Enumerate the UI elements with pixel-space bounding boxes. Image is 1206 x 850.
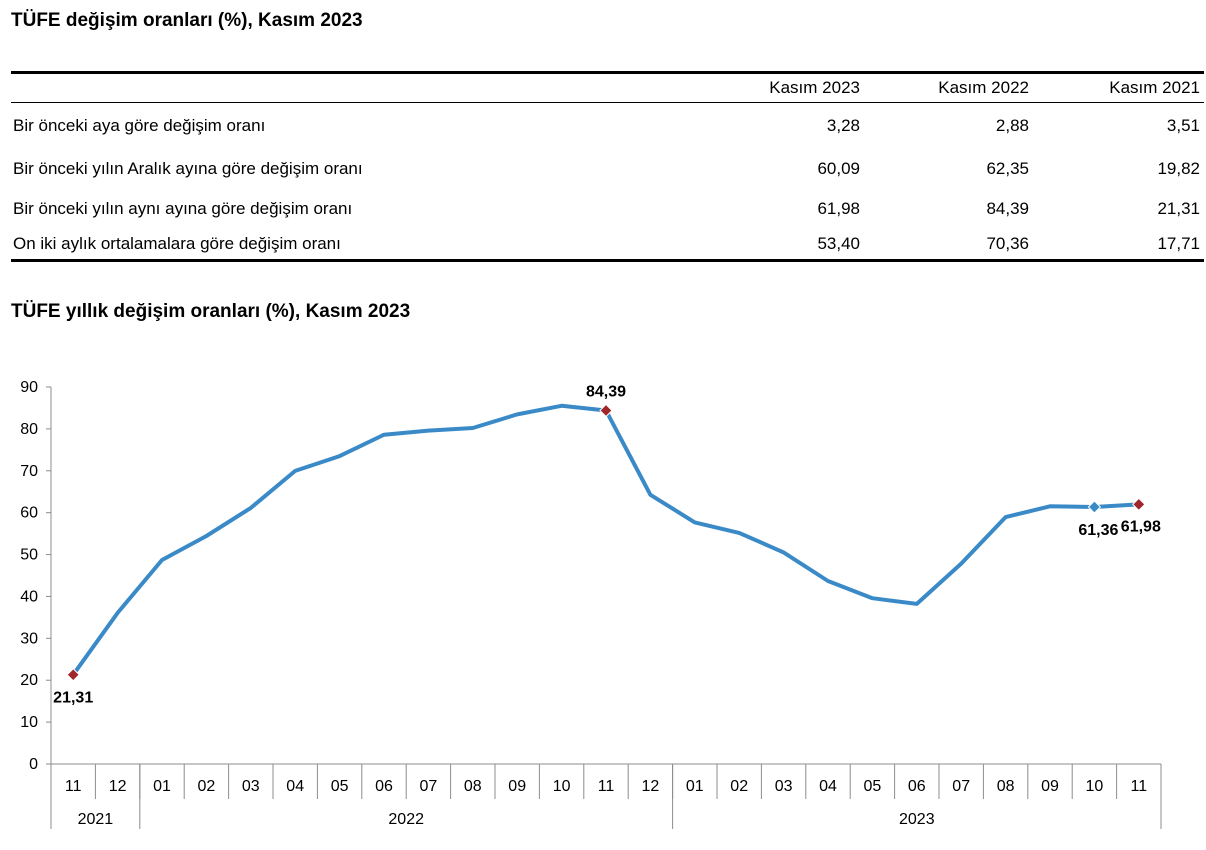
data-label: 61,36 [1078, 522, 1118, 539]
x-tick-label: 10 [1086, 778, 1104, 795]
row-label: Bir önceki yılın aynı ayına göre değişim… [13, 198, 353, 218]
x-tick-label: 07 [420, 778, 438, 795]
x-tick-label: 01 [686, 778, 704, 795]
x-tick-label: 08 [997, 778, 1015, 795]
row-label: Bir önceki aya göre değişim oranı [13, 115, 266, 135]
y-tick-label: 30 [20, 630, 38, 647]
data-point-marker [1087, 500, 1102, 514]
cell-value: 61,98 [817, 198, 860, 218]
annotation-layer: 21,31 84,39 61,36 61,98 [53, 383, 1161, 706]
table-row: Bir önceki yılın Aralık ayına göre değiş… [11, 149, 1204, 189]
x-tick-label: 01 [153, 778, 171, 795]
header-kasim-2022: Kasım 2022 [938, 78, 1029, 97]
x-tick-label: 12 [109, 778, 127, 795]
row-label: On iki aylık ortalamalara göre değişim o… [13, 233, 341, 253]
x-tick-label: 09 [1041, 778, 1059, 795]
y-tick-label: 0 [29, 756, 38, 773]
x-tick-label: 11 [598, 778, 615, 795]
x-tick-label: 05 [331, 778, 349, 795]
data-point-marker [66, 668, 80, 682]
data-point-marker [599, 403, 613, 418]
data-label: 61,98 [1121, 518, 1161, 535]
x-tick-label: 03 [242, 778, 260, 795]
row-label: Bir önceki yılın Aralık ayına göre değiş… [13, 158, 363, 178]
table-header-row: Kasım 2023 Kasım 2022 Kasım 2021 [11, 73, 1204, 103]
y-tick-label: 40 [20, 588, 38, 605]
x-year-label: 2022 [388, 811, 424, 828]
table-row: Bir önceki yılın aynı ayına göre değişim… [11, 189, 1204, 229]
y-tick-label: 60 [20, 505, 38, 522]
x-tick-label: 06 [375, 778, 393, 795]
data-point-marker [1132, 497, 1146, 512]
cell-value: 53,40 [817, 233, 860, 253]
cell-value: 3,51 [1166, 115, 1200, 135]
data-label: 21,31 [53, 690, 93, 707]
data-label: 84,39 [586, 383, 626, 400]
header-empty [11, 73, 666, 103]
cell-value: 84,39 [986, 198, 1029, 218]
cell-value: 62,35 [986, 158, 1029, 178]
cell-value: 2,88 [995, 115, 1029, 135]
y-tick-label: 70 [20, 463, 38, 480]
table-row: Bir önceki aya göre değişim oranı 3,28 2… [11, 103, 1204, 149]
x-year-label: 2021 [78, 811, 114, 828]
cell-value: 70,36 [986, 233, 1029, 253]
x-tick-label: 09 [508, 778, 526, 795]
cpi-change-table: Kasım 2023 Kasım 2022 Kasım 2021 Bir önc… [11, 71, 1204, 262]
x-tick-label: 08 [464, 778, 482, 795]
series-line [71, 403, 1141, 677]
x-tick-label: 07 [952, 778, 970, 795]
y-axis: 0 10 20 30 40 50 60 70 80 90 [20, 379, 52, 773]
y-tick-label: 80 [20, 421, 38, 438]
x-axis: 11 12 01 02 03 04 05 06 07 08 09 10 11 12 01 02 03 04 05 06… [50, 763, 1162, 829]
y-tick-label: 10 [20, 714, 38, 731]
cell-value: 3,28 [826, 115, 860, 135]
cell-value: 60,09 [817, 158, 860, 178]
x-tick-label: 02 [198, 778, 216, 795]
x-tick-label: 06 [908, 778, 926, 795]
x-year-label: 2023 [899, 811, 935, 828]
x-tick-label: 10 [553, 778, 571, 795]
series-layer [71, 403, 1141, 677]
header-kasim-2021: Kasım 2021 [1109, 78, 1200, 97]
x-tick-label: 05 [864, 778, 882, 795]
x-tick-label: 04 [286, 778, 304, 795]
header-kasim-2023: Kasım 2023 [769, 78, 860, 97]
table-title: TÜFE değişim oranları (%), Kasım 2023 [11, 10, 363, 31]
table-row: On iki aylık ortalamalara göre değişim o… [11, 229, 1204, 261]
cell-value: 19,82 [1157, 158, 1200, 178]
y-tick-label: 90 [20, 379, 38, 396]
y-tick-label: 50 [20, 547, 38, 564]
x-tick-label: 12 [642, 778, 660, 795]
x-tick-label: 04 [819, 778, 837, 795]
y-tick-label: 20 [20, 672, 38, 689]
chart-title: TÜFE yıllık değişim oranları (%), Kasım … [11, 301, 411, 322]
x-tick-label: 03 [775, 778, 793, 795]
cell-value: 21,31 [1157, 198, 1200, 218]
cell-value: 17,71 [1157, 233, 1200, 253]
x-tick-label: 11 [65, 778, 82, 795]
x-tick-label: 11 [1130, 778, 1147, 795]
x-tick-label: 02 [730, 778, 748, 795]
